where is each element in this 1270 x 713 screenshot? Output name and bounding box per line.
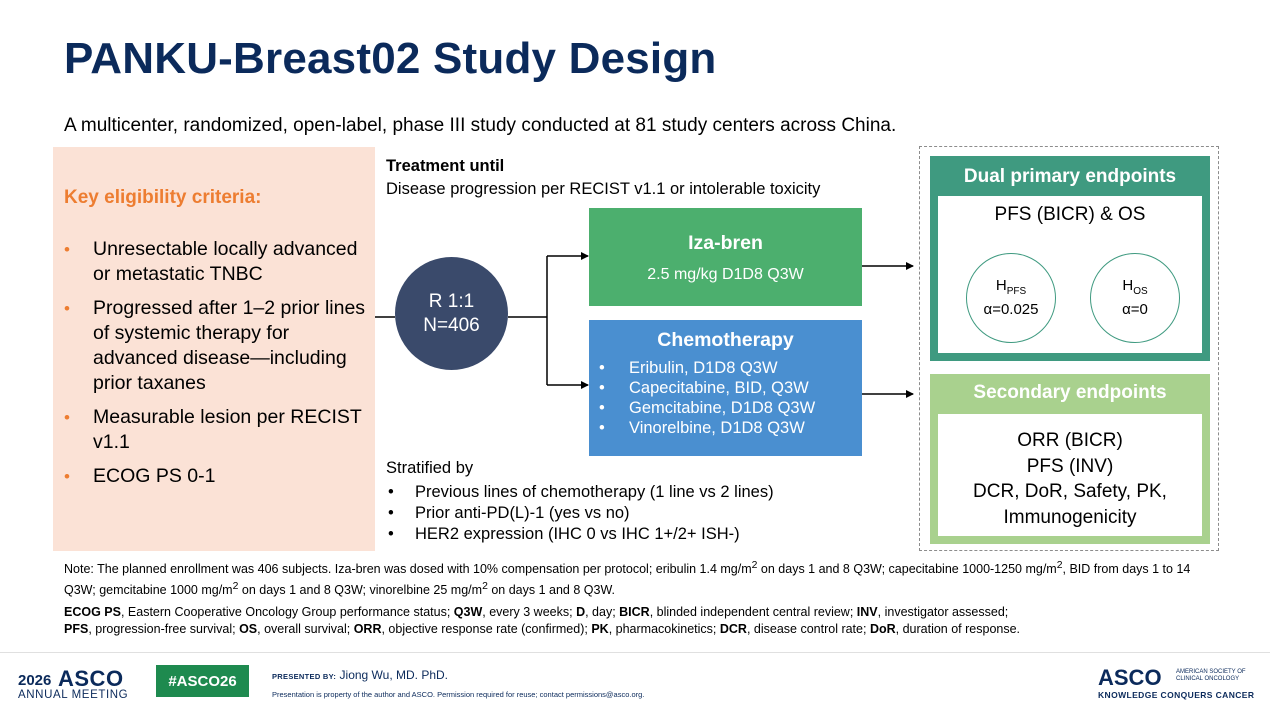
eligibility-item: • Measurable lesion per RECIST v1.1 — [64, 406, 362, 453]
bullet-icon: • — [64, 240, 70, 259]
property-notice: Presentation is property of the author a… — [272, 690, 645, 699]
page-title: PANKU-Breast02 Study Design — [64, 34, 717, 83]
dual-primary-inner: PFS (BICR) & OS HPFS α=0.025 HOS α=0 — [938, 196, 1202, 353]
treatment-until-text: Disease progression per RECIST v1.1 or i… — [386, 180, 821, 198]
eligibility-list: • Unresectable locally advanced or metast… — [64, 237, 369, 498]
secondary-endpoints-box: Secondary endpoints ORR (BICR) PFS (INV)… — [930, 374, 1210, 544]
meeting-year: 2026 — [18, 672, 52, 689]
bullet-icon: • — [388, 525, 394, 543]
asco-brand-right: ASCO — [1098, 665, 1162, 690]
hypothesis-pfs-circle: HPFS α=0.025 — [966, 253, 1056, 343]
stratified-heading: Stratified by — [386, 459, 474, 477]
asco-society-logo: ASCO AMERICAN SOCIETY OF CLINICAL ONCOLO… — [1098, 665, 1258, 705]
secondary-line: DCR, DoR, Safety, PK, — [973, 481, 1167, 502]
asco-annual-meeting-logo: 2026 ASCO ANNUAL MEETING — [18, 664, 138, 704]
randomization-ratio: R 1:1 — [428, 290, 475, 312]
dual-primary-heading: Dual primary endpoints — [963, 166, 1177, 187]
secondary-heading: Secondary endpoints — [973, 382, 1167, 403]
secondary-inner: ORR (BICR) PFS (INV) DCR, DoR, Safety, P… — [938, 414, 1202, 536]
bullet-icon: • — [599, 379, 605, 397]
chemotherapy-item: • Gemcitabine, D1D8 Q3W — [599, 399, 816, 417]
eligibility-item: • Progressed after 1–2 prior lines of sys… — [64, 297, 366, 394]
chemotherapy-item: • Eribulin, D1D8 Q3W — [599, 359, 778, 377]
bullet-icon: • — [599, 399, 605, 417]
iza-bren-dose: 2.5 mg/kg D1D8 Q3W — [647, 266, 804, 283]
presented-by: PRESENTED BY: Jiong Wu, MD. PhD. — [272, 668, 449, 682]
bullet-icon: • — [388, 504, 394, 522]
chemotherapy-item: • Capecitabine, BID, Q3W — [599, 379, 809, 397]
secondary-line: ORR (BICR) — [1017, 430, 1123, 451]
bullet-icon: • — [64, 408, 70, 427]
dual-primary-endpoints-box: Dual primary endpoints PFS (BICR) & OS H… — [930, 156, 1210, 361]
hypothesis-os-alpha: α=0 — [1122, 301, 1148, 318]
endpoints-dashed-border — [919, 146, 1219, 551]
society-name: AMERICAN SOCIETY OF CLINICAL ONCOLOGY — [1176, 669, 1246, 682]
secondary-line: PFS (INV) — [1026, 455, 1114, 477]
hypothesis-pfs-label: HPFS — [995, 277, 1027, 297]
chemotherapy-name: Chemotherapy — [657, 329, 794, 351]
asco-brand: ASCO — [58, 666, 124, 691]
dosing-note: Note: The planned enrollment was 406 sub… — [64, 560, 1191, 598]
eligibility-item: • ECOG PS 0-1 — [64, 465, 216, 487]
iza-bren-name: Iza-bren — [688, 232, 763, 254]
hypothesis-os-label: HOS — [1122, 277, 1148, 297]
stratified-list: • Previous lines of chemotherapy (1 line … — [386, 482, 774, 545]
bullet-icon: • — [64, 467, 70, 486]
treatment-until-heading: Treatment until — [386, 157, 505, 175]
eligibility-heading: Key eligibility criteria: — [64, 187, 262, 208]
eligibility-item: • Unresectable locally advanced or metast… — [64, 238, 358, 285]
hypothesis-pfs-alpha: α=0.025 — [983, 301, 1039, 318]
stratified-item: • Prior anti-PD(L)-1 (yes vs no) — [388, 504, 630, 522]
abbreviations: ECOG PS, Eastern Cooperative Oncology Gr… — [64, 605, 1021, 636]
randomization-circle: R 1:1 N=406 — [395, 257, 508, 370]
hypothesis-os-circle: HOS α=0 — [1090, 253, 1180, 343]
bullet-icon: • — [388, 483, 394, 501]
chemotherapy-item: • Vinorelbine, D1D8 Q3W — [599, 419, 805, 437]
randomization-n: N=406 — [423, 314, 480, 336]
eligibility-panel: Key eligibility criteria: • Unresectable … — [53, 147, 375, 551]
bullet-icon: • — [599, 359, 605, 377]
annual-meeting-text: ANNUAL MEETING — [18, 689, 129, 701]
chemotherapy-arm: Chemotherapy • Eribulin, D1D8 Q3W • Capeci… — [589, 320, 862, 456]
iza-bren-arm: Iza-bren 2.5 mg/kg D1D8 Q3W — [589, 208, 862, 306]
tagline: KNOWLEDGE CONQUERS CANCER — [1098, 690, 1255, 700]
hashtag-badge: #ASCO26 — [156, 665, 249, 697]
bullet-icon: • — [64, 299, 70, 318]
page-subtitle: A multicenter, randomized, open-label, p… — [64, 115, 897, 136]
chemotherapy-list: • Eribulin, D1D8 Q3W • Capecitabine, BID, … — [589, 358, 862, 438]
stratified-item: • Previous lines of chemotherapy (1 line … — [388, 483, 774, 501]
dual-primary-main: PFS (BICR) & OS — [994, 204, 1146, 225]
bullet-icon: • — [599, 419, 605, 437]
stratified-item: • HER2 expression (IHC 0 vs IHC 1+/2+ ISH… — [388, 525, 740, 543]
footer-divider — [0, 652, 1270, 653]
secondary-line: Immunogenicity — [1003, 506, 1137, 528]
